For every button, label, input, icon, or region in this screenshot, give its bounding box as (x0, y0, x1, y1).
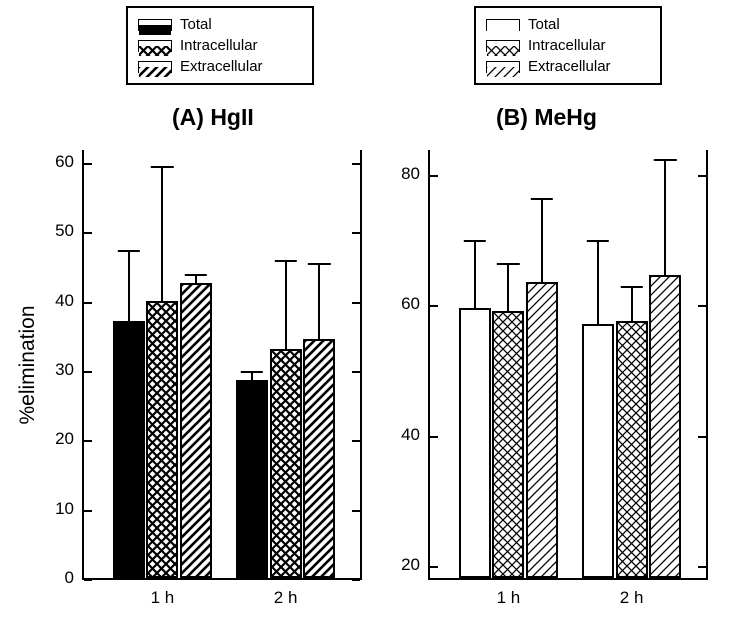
panel-A-bar (236, 380, 268, 578)
panel-A-ytick-label: 10 (55, 499, 84, 519)
error-cap (620, 286, 642, 288)
panel-B-ytick-label: 40 (401, 425, 430, 445)
ytick-mark (84, 440, 92, 442)
error-bar (597, 241, 599, 326)
error-bar (631, 287, 633, 323)
panel-B-bar (459, 308, 491, 578)
error-cap (151, 166, 173, 168)
legend-label: Intracellular (180, 35, 258, 56)
ytick-mark (84, 579, 92, 581)
legend-left: Total Intracellular (126, 6, 314, 85)
panel-A-xtick-label: 2 h (274, 578, 298, 608)
panel-B-ytick-label: 80 (401, 164, 430, 184)
legend-label: Extracellular (180, 56, 263, 77)
error-cap (497, 263, 519, 265)
ytick-mark (698, 436, 706, 438)
error-cap (241, 371, 263, 373)
panel-A-bar (146, 301, 178, 578)
error-bar (507, 264, 509, 313)
panel-A-xtick-label: 1 h (151, 578, 175, 608)
error-cap (531, 198, 553, 200)
legend-swatch-solid-black (138, 19, 172, 31)
ytick-mark (352, 579, 360, 581)
ytick-mark (352, 510, 360, 512)
panel-B-title: (B) MeHg (496, 104, 597, 131)
ytick-mark (430, 305, 438, 307)
error-bar (128, 251, 130, 324)
panel-A-plot: 01020304050601 h (82, 150, 362, 580)
error-bar (251, 372, 253, 382)
panel-A-bar (270, 349, 302, 578)
legend-swatch-diag-black (138, 61, 172, 73)
panel-A-ytick-label: 20 (55, 429, 84, 449)
panel-A-bar (113, 321, 145, 578)
panel-A-title: (A) HgII (172, 104, 254, 131)
error-bar (318, 264, 320, 340)
legend-swatch-cross-black (138, 40, 172, 52)
panel-A-bar (303, 339, 335, 578)
legend-label: Total (180, 14, 212, 35)
ytick-mark (352, 163, 360, 165)
error-cap (274, 260, 296, 262)
y-axis-label: %elimination (16, 305, 40, 424)
panel-A-bar (180, 283, 212, 578)
legend-label: Total (528, 14, 560, 35)
legend-right: Total Intracellular (474, 6, 662, 85)
error-cap (185, 274, 207, 276)
panel-B-plot: 204060801 h (428, 150, 708, 580)
error-cap (464, 240, 486, 242)
ytick-mark (698, 566, 706, 568)
legend-right-row: Total (486, 14, 650, 35)
legend-swatch-diag-white (486, 61, 520, 73)
legend-right-row: Extracellular (486, 56, 650, 77)
ytick-mark (352, 371, 360, 373)
legend-label: Extracellular (528, 56, 611, 77)
legend-left-row: Extracellular (138, 56, 302, 77)
error-bar (541, 199, 543, 284)
panel-B-bar (582, 324, 614, 578)
ytick-mark (84, 510, 92, 512)
ytick-mark (84, 163, 92, 165)
legend-right-row: Intracellular (486, 35, 650, 56)
panel-B-bar (616, 321, 648, 578)
ytick-mark (352, 302, 360, 304)
figure: Total Intracellular (0, 0, 749, 636)
error-cap (587, 240, 609, 242)
panel-A-ytick-label: 60 (55, 152, 84, 172)
ytick-mark (84, 302, 92, 304)
error-cap (308, 263, 330, 265)
error-cap (654, 159, 676, 161)
error-bar (474, 241, 476, 309)
panel-A-ytick-label: 40 (55, 291, 84, 311)
error-bar (161, 167, 163, 302)
panel-B-xtick-label: 2 h (620, 578, 644, 608)
ytick-mark (698, 305, 706, 307)
ytick-mark (430, 436, 438, 438)
ytick-mark (430, 566, 438, 568)
legend-left-row: Intracellular (138, 35, 302, 56)
ytick-mark (430, 175, 438, 177)
panel-A-ytick-label: 50 (55, 221, 84, 241)
ytick-mark (84, 232, 92, 234)
error-cap (118, 250, 140, 252)
legend-label: Intracellular (528, 35, 606, 56)
legend-swatch-cross-white (486, 40, 520, 52)
legend-left-row: Total (138, 14, 302, 35)
ytick-mark (352, 440, 360, 442)
legend-swatch-solid-white (486, 19, 520, 31)
panel-B-ytick-label: 20 (401, 555, 430, 575)
ytick-mark (84, 371, 92, 373)
panel-B-ytick-label: 60 (401, 294, 430, 314)
panel-B-bar (526, 282, 558, 578)
error-bar (285, 261, 287, 351)
panel-B-xtick-label: 1 h (497, 578, 521, 608)
panel-B-bar (492, 311, 524, 578)
panel-B-bar (649, 275, 681, 578)
panel-A-ytick-label: 30 (55, 360, 84, 380)
panel-A-ytick-label: 0 (65, 568, 84, 588)
error-bar (195, 275, 197, 285)
ytick-mark (698, 175, 706, 177)
ytick-mark (352, 232, 360, 234)
error-bar (664, 160, 666, 277)
